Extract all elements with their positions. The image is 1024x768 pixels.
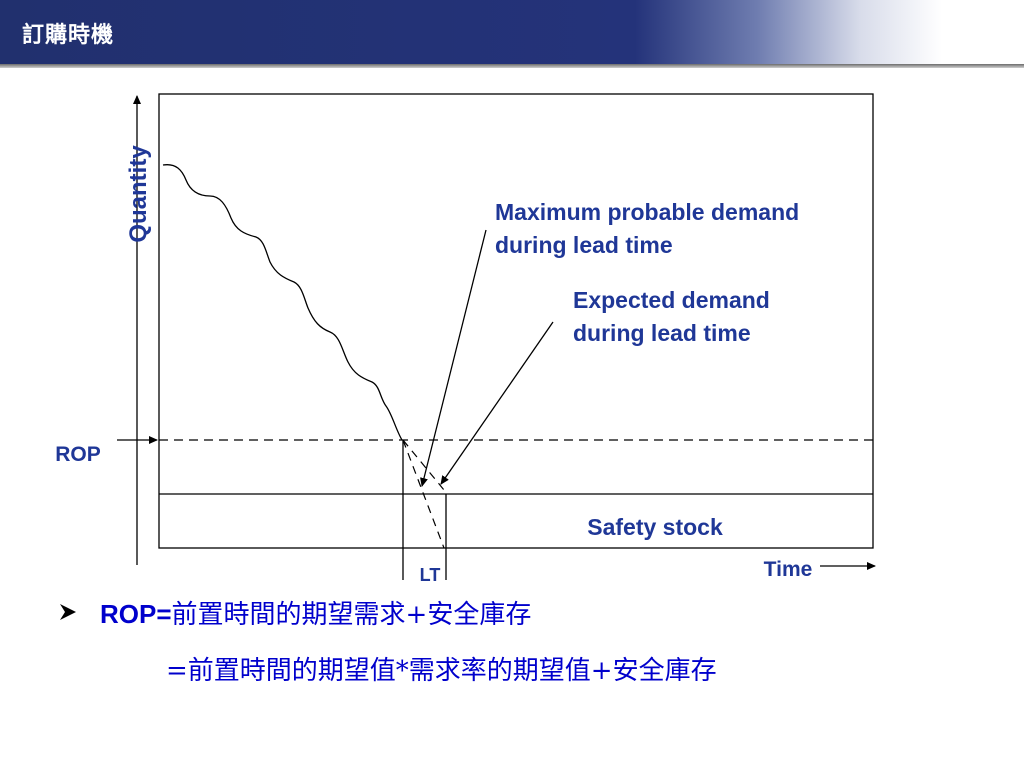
max-demand-label-line2: during lead time — [495, 232, 673, 258]
lt-label: LT — [420, 565, 441, 585]
inventory-depletion-curve — [162, 164, 403, 441]
rop-label: ROP — [55, 443, 101, 466]
expected-demand-line — [402, 439, 445, 491]
x-axis-label: Time — [764, 558, 813, 581]
expected-demand-label-line2: during lead time — [573, 320, 751, 346]
rop-formula-prefix: ROP= — [100, 598, 172, 629]
rop-formula-line2: =前置時間的期望值*需求率的期望值+安全庫存 — [166, 656, 717, 686]
formula-bullet-row: ROP=前置時間的期望需求+安全庫存 — [58, 590, 531, 634]
title-bar-shadow — [0, 64, 1024, 68]
expected-demand-label-line1: Expected demand — [573, 287, 770, 313]
safety-stock-label: Safety stock — [587, 514, 723, 540]
rop-formula-line1: ROP=前置時間的期望需求+安全庫存 — [100, 594, 531, 631]
max-demand-pointer-arrow — [420, 229, 487, 487]
title-bar: 訂購時機 — [0, 0, 1024, 68]
slide-title: 訂購時機 — [22, 23, 115, 48]
y-axis-label: Quantity — [125, 145, 152, 243]
rop-formula-definition: 前置時間的期望需求+安全庫存 — [171, 599, 532, 630]
arrow-bullet-icon — [60, 604, 76, 620]
plot-frame — [158, 93, 874, 549]
expected-demand-pointer-arrow — [440, 321, 554, 485]
maximum-demand-line — [402, 439, 445, 549]
max-demand-label-line1: Maximum probable demand — [495, 199, 799, 225]
